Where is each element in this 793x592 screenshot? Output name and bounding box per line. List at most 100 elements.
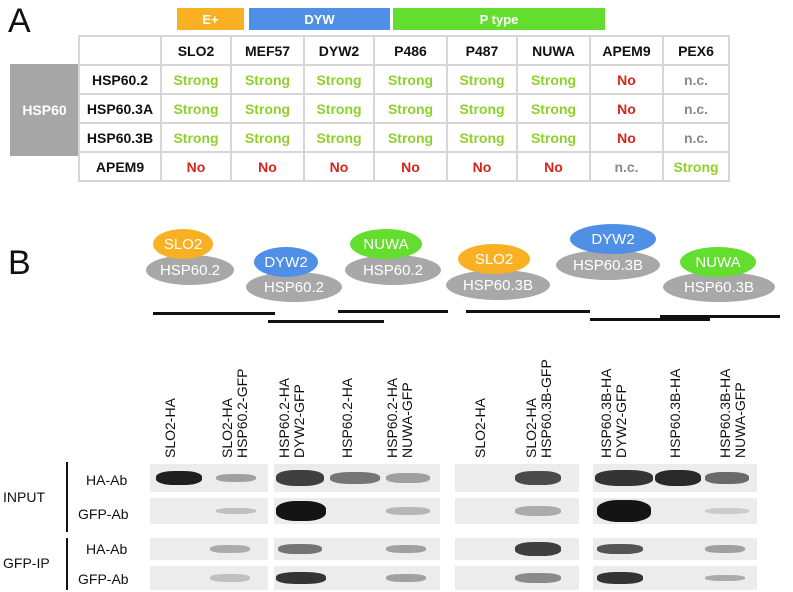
protein-band xyxy=(515,471,561,485)
complex-ppr-protein: SLO2 xyxy=(458,244,530,274)
col-header: P487 xyxy=(446,35,518,66)
gfp-ip-bracket xyxy=(66,538,68,590)
interaction-cell: No xyxy=(230,151,305,182)
corner-cell xyxy=(78,35,162,66)
protein-band xyxy=(156,471,202,485)
interaction-cell: Strong xyxy=(160,122,232,153)
blot-strip xyxy=(274,464,440,492)
blot-strip xyxy=(593,566,757,590)
protein-band xyxy=(705,472,749,484)
interaction-cell: No xyxy=(589,93,664,124)
interaction-cell: Strong xyxy=(303,64,375,95)
blot-row-label: GFP-Ab xyxy=(78,506,129,522)
blot-strip xyxy=(150,464,268,492)
lane-group-bar xyxy=(466,310,590,313)
lane-label: SLO2-HA HSP60.3B-GFP xyxy=(523,359,554,458)
complex-ppr-protein: NUWA xyxy=(680,247,756,277)
protein-band xyxy=(216,474,256,482)
group-dyw: DYW xyxy=(249,8,390,30)
blot-row-label: HA-Ab xyxy=(86,541,128,557)
protein-band xyxy=(515,573,561,583)
interaction-cell: Strong xyxy=(516,64,591,95)
interaction-cell: No xyxy=(589,64,664,95)
lane-group-bar xyxy=(268,320,384,323)
table-row: HSP60.3A Strong Strong Strong Strong Strong St… xyxy=(78,93,730,124)
col-header: P486 xyxy=(373,35,448,66)
protein-band xyxy=(597,544,643,554)
interaction-cell: Strong xyxy=(373,122,448,153)
lane-label: HSP60.3B-HA DYW2-GFP xyxy=(598,368,629,458)
complex-base-hsp60: HSP60.2 xyxy=(246,272,342,302)
col-header: SLO2 xyxy=(160,35,232,66)
protein-band xyxy=(515,542,561,556)
table-row: APEM9 No No No No No No n.c. Strong xyxy=(78,151,730,182)
interaction-cell: n.c. xyxy=(662,122,730,153)
complex-base-hsp60: HSP60.3B xyxy=(556,250,660,280)
protein-band xyxy=(330,472,380,484)
lane-label: HSP60.3B-HA NUWA-GFP xyxy=(717,368,748,458)
interaction-cell: n.c. xyxy=(662,93,730,124)
blot-strip xyxy=(150,566,268,590)
protein-band xyxy=(705,508,749,514)
protein-band xyxy=(386,473,430,483)
complex-ppr-protein: DYW2 xyxy=(254,247,318,277)
row-label: HSP60.3B xyxy=(78,122,162,153)
protein-band xyxy=(386,545,426,553)
col-header: DYW2 xyxy=(303,35,375,66)
section-gfp-ip: GFP-IP xyxy=(3,555,50,571)
interaction-cell: Strong xyxy=(230,64,305,95)
protein-band xyxy=(705,545,745,553)
blot-strip xyxy=(274,566,440,590)
blot-strip xyxy=(455,566,579,590)
blot-strip xyxy=(274,498,440,524)
interaction-cell: No xyxy=(589,122,664,153)
interaction-cell: Strong xyxy=(230,122,305,153)
interaction-cell: n.c. xyxy=(589,151,664,182)
row-label: HSP60.3A xyxy=(78,93,162,124)
complex-base-hsp60: HSP60.3B xyxy=(663,272,775,302)
blot-strip xyxy=(150,498,268,524)
table-header-row: SLO2 MEF57 DYW2 P486 P487 NUWA APEM9 PEX… xyxy=(78,35,730,66)
interaction-cell: Strong xyxy=(446,64,518,95)
col-header: PEX6 xyxy=(662,35,730,66)
complex-ppr-protein: NUWA xyxy=(350,229,422,259)
protein-band xyxy=(705,575,745,581)
col-header: APEM9 xyxy=(589,35,664,66)
protein-band xyxy=(597,500,651,522)
interaction-cell: Strong xyxy=(160,64,232,95)
section-input: INPUT xyxy=(3,489,45,505)
table-row: HSP60.2 Strong Strong Strong Strong Strong Str… xyxy=(78,64,730,95)
interaction-cell: No xyxy=(373,151,448,182)
lane-group-bar xyxy=(660,315,780,318)
col-header: MEF57 xyxy=(230,35,305,66)
protein-band xyxy=(276,501,326,521)
panel-a-letter: A xyxy=(8,2,31,40)
lane-label: HSP60.3B-HA xyxy=(667,368,683,458)
protein-band xyxy=(276,470,324,486)
interaction-table: SLO2 MEF57 DYW2 P486 P487 NUWA APEM9 PEX… xyxy=(78,35,730,182)
blot-strip xyxy=(593,538,757,560)
hsp60-row-group: HSP60 xyxy=(10,64,79,156)
protein-band xyxy=(278,544,322,554)
interaction-cell: n.c. xyxy=(662,64,730,95)
protein-band xyxy=(210,574,250,582)
interaction-cell: Strong xyxy=(303,93,375,124)
row-label: HSP60.2 xyxy=(78,64,162,95)
complex-base-hsp60: HSP60.2 xyxy=(345,255,441,285)
lane-group-bar xyxy=(590,318,710,321)
interaction-cell: No xyxy=(303,151,375,182)
interaction-cell: Strong xyxy=(373,64,448,95)
lane-label: HSP60.2-HA DYW2-GFP xyxy=(276,377,307,458)
protein-band xyxy=(276,572,326,584)
input-bracket xyxy=(66,462,68,532)
interaction-cell: Strong xyxy=(446,93,518,124)
blot-row-label: GFP-Ab xyxy=(78,571,129,587)
protein-band xyxy=(386,574,426,582)
complex-base-hsp60: HSP60.2 xyxy=(146,255,234,285)
table-row: HSP60.3B Strong Strong Strong Strong Strong St… xyxy=(78,122,730,153)
interaction-cell: Strong xyxy=(373,93,448,124)
protein-band xyxy=(210,545,250,553)
interaction-cell: No xyxy=(516,151,591,182)
interaction-cell: Strong xyxy=(446,122,518,153)
protein-band xyxy=(595,470,653,486)
